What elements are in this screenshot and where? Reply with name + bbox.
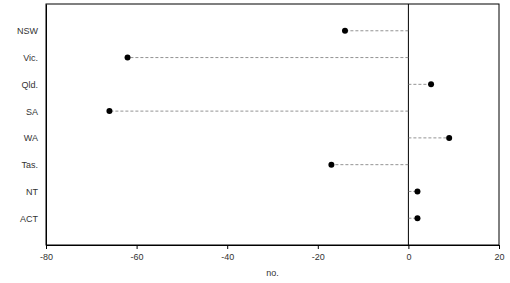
plot-frame: [46, 4, 499, 245]
x-tick-mark: [46, 245, 47, 249]
leader-line: [109, 111, 408, 112]
x-tick-label: 20: [494, 252, 504, 262]
x-tick-mark: [137, 245, 138, 249]
leader-line: [128, 57, 409, 58]
x-tick: 0: [406, 245, 411, 262]
dot: [414, 215, 420, 221]
dot: [328, 162, 334, 168]
x-tick-label: -60: [131, 252, 144, 262]
y-tick-label: NSW: [17, 26, 39, 36]
x-tick-label: -80: [40, 252, 53, 262]
x-tick-label: 0: [406, 252, 411, 262]
x-tick: -20: [312, 245, 325, 262]
x-axis: -80 -60 -40 -20 0 20: [40, 245, 505, 262]
y-tick: SA: [26, 106, 46, 116]
y-tick-label: SA: [26, 106, 38, 116]
y-tick: WA: [24, 133, 46, 143]
x-tick-mark: [227, 245, 228, 249]
x-tick-mark: [499, 245, 500, 249]
y-tick: Tas.: [21, 160, 46, 170]
y-tick: Qld.: [21, 80, 46, 90]
y-tick: Vic.: [23, 53, 46, 63]
dot: [106, 108, 112, 114]
y-tick: NT: [26, 187, 46, 197]
y-tick: ACT: [20, 214, 46, 224]
y-tick-label: ACT: [20, 214, 39, 224]
x-tick-label: -40: [221, 252, 234, 262]
dot: [446, 135, 452, 141]
zero-line: [408, 4, 409, 245]
dot: [414, 188, 420, 194]
x-tick: -60: [131, 245, 144, 262]
y-tick: NSW: [17, 26, 46, 36]
y-tick-label: NT: [26, 187, 38, 197]
y-tick-label: Vic.: [23, 53, 38, 63]
y-tick-label: Tas.: [21, 160, 38, 170]
marks: [106, 28, 452, 221]
dot: [428, 81, 434, 87]
x-axis-title: no.: [266, 268, 279, 278]
leader-line: [408, 137, 449, 138]
y-tick-label: Qld.: [21, 80, 38, 90]
dot: [342, 28, 348, 34]
leader-line: [345, 30, 408, 31]
x-tick-mark: [408, 245, 409, 249]
chart: -80 -60 -40 -20 0 20 NSW Vic. Qld. SA WA Tas. NT ACT n…: [0, 0, 510, 283]
y-axis-line: [46, 5, 47, 246]
dot: [125, 55, 131, 61]
x-tick: -40: [221, 245, 234, 262]
x-axis-line: [47, 246, 500, 250]
leader-line: [331, 164, 408, 165]
x-tick-label: -20: [312, 252, 325, 262]
x-tick-mark: [318, 245, 319, 249]
y-tick-label: WA: [24, 133, 38, 143]
leader-line: [408, 84, 431, 85]
x-tick: 20: [494, 245, 504, 262]
x-tick: -80: [40, 245, 53, 262]
y-axis: NSW Vic. Qld. SA WA Tas. NT ACT: [17, 5, 47, 246]
plot: -80 -60 -40 -20 0 20 NSW Vic. Qld. SA WA Tas. NT ACT: [17, 4, 505, 262]
